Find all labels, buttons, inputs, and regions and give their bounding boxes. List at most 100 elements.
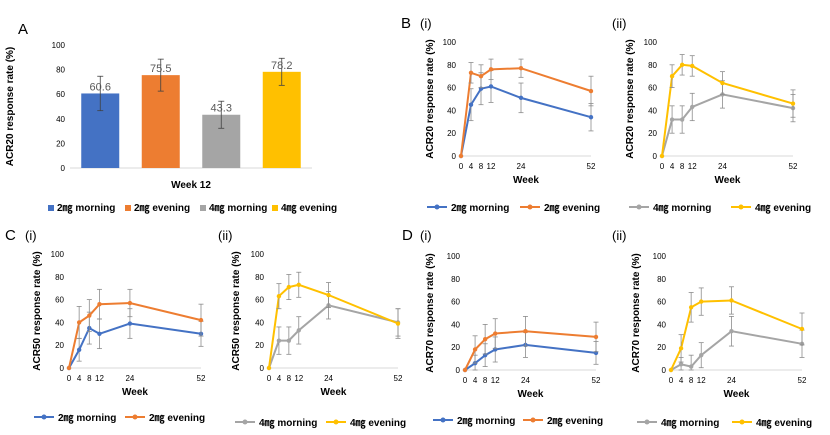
x-tick-label: 52	[592, 376, 601, 385]
legend-label-2mg_evening: 2㎎ evening	[544, 203, 600, 214]
legend-marker-2mg_morning	[440, 417, 446, 423]
data-point-2mg_evening	[588, 88, 594, 94]
legend-marker-2mg_evening	[530, 417, 536, 423]
x-tick-label: 24	[125, 374, 134, 383]
data-point-4mg_evening	[678, 346, 684, 351]
y-tick-label: 80	[447, 61, 456, 70]
x-tick-label: 4	[473, 376, 478, 385]
data-point-2mg_evening	[87, 313, 92, 318]
data-point-2mg_evening	[478, 74, 484, 79]
legend-label-2mg_evening: 2㎎ evening	[547, 416, 603, 427]
y-tick-label: 40	[451, 320, 460, 329]
data-point-4mg_morning	[688, 364, 694, 369]
panel-label-d: D	[402, 227, 413, 244]
data-label: 43.3	[211, 103, 232, 115]
series-line-2mg_evening	[460, 67, 592, 157]
y-tick-label: 100	[447, 252, 461, 261]
series-line-4mg_evening	[268, 283, 399, 369]
y-axis-title: ACR20 response rate (%)	[5, 47, 16, 166]
y-tick-label: 0	[662, 366, 667, 375]
data-point-2mg_evening	[462, 367, 468, 373]
x-tick-label: 4	[679, 376, 684, 385]
y-axis-title: ACR70 response rate (%)	[631, 253, 642, 372]
series-line-2mg_morning	[460, 85, 592, 157]
data-point-2mg_evening	[468, 70, 474, 75]
series-line-2mg_evening	[464, 330, 597, 371]
data-point-4mg_morning	[678, 362, 684, 367]
y-tick-label: 80	[255, 273, 264, 282]
x-axis-title: Week	[122, 387, 148, 398]
x-axis-title: Week	[321, 387, 347, 398]
y-tick-label: 40	[55, 318, 64, 327]
legend-swatch-2mg_evening	[125, 205, 131, 211]
data-label: 78.2	[271, 60, 292, 72]
legend-label-2mg_morning: 2㎎ morning	[451, 203, 509, 214]
series-line-4mg_morning	[670, 330, 803, 371]
legend-marker-2mg_morning	[41, 414, 47, 420]
x-tick-label: 0	[669, 376, 674, 385]
data-point-4mg_evening	[296, 282, 301, 287]
data-point-4mg_morning	[729, 329, 734, 334]
y-tick-label: 20	[451, 343, 460, 352]
y-tick-label: 100	[251, 250, 265, 259]
x-axis-title: Week	[518, 389, 544, 400]
y-tick-label: 20	[447, 129, 456, 138]
data-point-4mg_evening	[690, 63, 695, 69]
panel-label-c: C	[5, 227, 16, 244]
y-tick-label: 80	[55, 273, 64, 282]
x-tick-label: 8	[287, 374, 292, 383]
x-tick-label: 0	[67, 374, 72, 383]
legend-marker-4mg_morning	[242, 419, 248, 425]
y-axis-title: ACR50 response rate (%)	[231, 251, 242, 370]
data-point-4mg_morning	[679, 117, 685, 122]
legend-label-2mg_morning: 2㎎ morning	[58, 413, 116, 424]
data-label: 60.6	[90, 81, 111, 93]
y-tick-label: 80	[657, 275, 666, 284]
data-point-4mg_evening	[799, 326, 805, 332]
legend-label-4mg_morning: 4㎎ morning	[209, 203, 267, 214]
data-point-2mg_morning	[127, 321, 133, 326]
y-axis-title: ACR50 response rate (%)	[32, 251, 43, 370]
y-tick-label: 60	[447, 84, 456, 93]
data-point-2mg_morning	[518, 95, 524, 101]
panel-label-b-i: (i)	[420, 16, 432, 31]
legend-label-4mg_morning: 4㎎ morning	[259, 418, 317, 429]
x-tick-label: 8	[680, 162, 685, 171]
y-axis-title: ACR20 response rate (%)	[425, 39, 436, 158]
data-point-2mg_evening	[493, 331, 498, 336]
legend-marker-4mg_morning	[644, 419, 650, 425]
data-point-4mg_morning	[296, 328, 301, 333]
y-tick-label: 40	[56, 115, 65, 124]
panel-label-a: A	[18, 21, 28, 38]
y-tick-label: 100	[51, 250, 65, 259]
bar-4mg_evening	[262, 71, 301, 168]
panel-label-c-i: (i)	[25, 228, 37, 243]
x-tick-label: 4	[469, 162, 474, 171]
x-axis-title: Week	[724, 389, 750, 400]
legend-label-2mg_morning: 2㎎ morning	[57, 203, 115, 214]
legend-swatch-2mg_morning	[48, 205, 54, 211]
panel-label-d-i: (i)	[420, 228, 432, 243]
y-tick-label: 60	[657, 298, 666, 307]
data-point-2mg_morning	[588, 115, 594, 120]
y-tick-label: 20	[648, 129, 657, 138]
y-tick-label: 100	[52, 41, 66, 50]
y-tick-label: 0	[61, 164, 66, 173]
data-point-4mg_evening	[790, 101, 796, 106]
y-tick-label: 40	[255, 318, 264, 327]
data-point-4mg_evening	[729, 298, 734, 303]
data-point-2mg_evening	[76, 320, 82, 325]
data-point-4mg_evening	[276, 293, 282, 299]
legend-marker-4mg_evening	[333, 419, 339, 425]
x-tick-label: 12	[688, 162, 697, 171]
series-line-2mg_morning	[68, 322, 202, 369]
x-tick-label: 24	[517, 162, 526, 171]
data-point-2mg_morning	[97, 331, 102, 336]
y-axis-title: ACR70 response rate (%)	[425, 253, 436, 372]
